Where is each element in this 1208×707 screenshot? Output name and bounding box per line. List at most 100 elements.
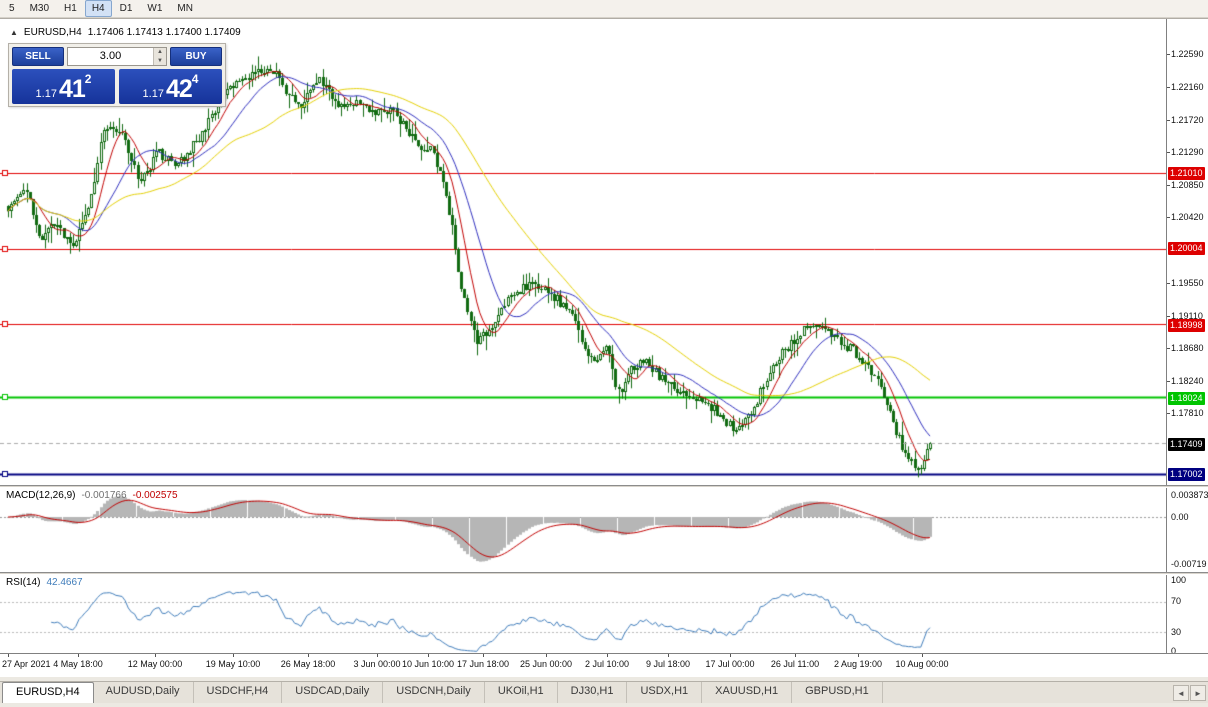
price-level-label: 1.18998 <box>1168 319 1205 332</box>
price-axis-tick: 1.17810 <box>1171 408 1204 418</box>
sell-price-display[interactable]: 1.17 41 2 <box>12 69 115 104</box>
rsi-indicator-canvas[interactable] <box>0 575 1166 653</box>
price-axis-tick-mark <box>1167 348 1170 349</box>
price-axis-tick-mark <box>1167 152 1170 153</box>
price-axis-tick-mark <box>1167 120 1170 121</box>
timeframe-button-mn[interactable]: MN <box>177 3 193 14</box>
chart-tab-gbpusd[interactable]: GBPUSD,H1 <box>792 682 883 703</box>
buy-price-pipette: 4 <box>191 72 199 86</box>
chart-tab-usdcnh[interactable]: USDCNH,Daily <box>383 682 485 703</box>
time-axis-label: 17 Jul 00:00 <box>705 659 755 669</box>
price-axis-tick-mark <box>1167 283 1170 284</box>
time-axis-tick-mark <box>668 654 669 657</box>
chart-symbol-period: EURUSD,H4 <box>23 27 82 38</box>
timeframe-button-h1[interactable]: H1 <box>64 3 77 14</box>
chart-tab-usdcad[interactable]: USDCAD,Daily <box>282 682 384 703</box>
time-axis[interactable]: 27 Apr 2021 4 May 18:00 12 May 00:00 19 May… <box>0 653 1208 677</box>
macd-axis-label: -0.00719 <box>1171 559 1207 569</box>
time-axis-label: 17 Jun 18:00 <box>456 659 510 669</box>
time-axis-tick-mark <box>155 654 156 657</box>
time-axis-tick-mark <box>428 654 429 657</box>
price-axis[interactable]: 1.22590 1.22160 1.21720 1.21290 1.20850 1.204… <box>1166 19 1208 656</box>
price-axis-tick-mark <box>1167 316 1170 317</box>
buy-price-big: 42 <box>165 75 193 103</box>
chart-tab-xauusd[interactable]: XAUUSD,H1 <box>702 682 793 703</box>
time-axis-tick-mark <box>546 654 547 657</box>
timeframe-button-d1[interactable]: D1 <box>119 3 133 14</box>
sell-price-pipette: 2 <box>84 72 92 86</box>
lot-increase-button[interactable]: ▲ <box>154 48 166 57</box>
time-axis-tick-mark <box>795 654 796 657</box>
price-axis-tick: 1.22590 <box>1171 49 1204 59</box>
time-axis-label: 2 Aug 19:00 <box>833 659 883 669</box>
rsi-axis-label: 0 <box>1171 646 1177 656</box>
price-axis-tick-mark <box>1167 185 1170 186</box>
chart-tab-dj30[interactable]: DJ30,H1 <box>558 682 628 703</box>
oct-collapse-icon[interactable]: ▲ <box>10 28 18 37</box>
rsi-axis-label: 30 <box>1171 627 1182 637</box>
timeframe-button-m30[interactable]: M30 <box>29 3 50 14</box>
macd-indicator-canvas[interactable] <box>0 488 1166 572</box>
price-axis-tick: 1.18240 <box>1171 376 1204 386</box>
price-axis-tick-mark <box>1167 381 1170 382</box>
lot-size-value[interactable]: 3.00 <box>99 50 122 62</box>
rsi-label: RSI(14) 42.4667 <box>6 577 83 588</box>
macd-axis-label: 0.00 <box>1171 512 1189 522</box>
panel-splitter-macd[interactable] <box>0 485 1208 488</box>
oct-order-row: SELL 3.00 ▲ ▼ BUY <box>12 47 222 66</box>
timeframe-button-5[interactable]: 5 <box>9 3 15 14</box>
time-axis-tick-mark <box>607 654 608 657</box>
lot-size-field[interactable]: 3.00 ▲ ▼ <box>67 47 167 66</box>
time-axis-tick-mark <box>78 654 79 657</box>
time-axis-label: 27 Apr 2021 <box>2 659 51 669</box>
time-axis-tick-mark <box>922 654 923 657</box>
one-click-trading-panel: SELL 3.00 ▲ ▼ BUY 1.17 41 2 1.17 42 4 <box>8 43 226 107</box>
time-axis-label: 26 Jul 11:00 <box>770 659 820 669</box>
time-axis-label: 10 Jun 10:00 <box>401 659 455 669</box>
panel-splitter-rsi[interactable] <box>0 572 1208 575</box>
price-level-label: 1.21010 <box>1168 167 1205 180</box>
time-axis-label: 3 Jun 00:00 <box>353 659 401 669</box>
chart-tab-ukoil[interactable]: UKOil,H1 <box>485 682 558 703</box>
price-level-label: 1.20004 <box>1168 242 1205 255</box>
chart-tab-usdchf[interactable]: USDCHF,H4 <box>194 682 283 703</box>
price-level-label: 1.17002 <box>1168 468 1205 481</box>
time-axis-tick-mark <box>308 654 309 657</box>
timeframe-button-h4[interactable]: H4 <box>84 0 112 17</box>
chart-tab-eurusd[interactable]: EURUSD,H4 <box>2 682 94 703</box>
rsi-value: 42.4667 <box>46 577 83 588</box>
time-axis-tick-mark <box>8 654 9 657</box>
chart-title: ▲ EURUSD,H4 1.17406 1.17413 1.17400 1.17… <box>10 27 241 38</box>
tab-scroll-left-icon[interactable]: ◄ <box>1173 685 1189 701</box>
time-axis-label: 26 May 18:00 <box>280 659 336 669</box>
lot-decrease-button[interactable]: ▼ <box>154 56 166 65</box>
macd-signal-value: -0.002575 <box>132 490 178 501</box>
price-axis-tick: 1.19110 <box>1171 311 1203 321</box>
chart-tab-audusd[interactable]: AUDUSD,Daily <box>93 682 194 703</box>
time-axis-label: 12 May 00:00 <box>127 659 183 669</box>
price-level-label: 1.17409 <box>1168 438 1205 451</box>
oct-price-row: 1.17 41 2 1.17 42 4 <box>12 69 222 104</box>
price-axis-tick: 1.19550 <box>1171 278 1204 288</box>
tab-scroll-right-icon[interactable]: ► <box>1190 685 1206 701</box>
timeframe-bar: 5 M30 H1 H4 D1 W1 MN <box>0 0 1208 18</box>
macd-main-value: -0.001766 <box>81 490 127 501</box>
chart-tab-usdx[interactable]: USDX,H1 <box>627 682 703 703</box>
lot-spinner: ▲ ▼ <box>153 48 166 65</box>
price-level-label: 1.18024 <box>1168 392 1205 405</box>
timeframe-button-w1[interactable]: W1 <box>147 3 163 14</box>
tab-scroll-buttons: ◄ ► <box>1173 685 1206 701</box>
macd-label: MACD(12,26,9) -0.001766 -0.002575 <box>6 490 178 501</box>
sell-button[interactable]: SELL <box>12 47 64 66</box>
time-axis-tick-mark <box>377 654 378 657</box>
time-axis-label: 25 Jun 00:00 <box>519 659 573 669</box>
time-axis-tick-mark <box>233 654 234 657</box>
price-axis-tick: 1.18680 <box>1171 343 1204 353</box>
buy-price-display[interactable]: 1.17 42 4 <box>119 69 222 104</box>
price-axis-tick: 1.20420 <box>1171 212 1204 222</box>
buy-button[interactable]: BUY <box>170 47 222 66</box>
rsi-axis-label: 100 <box>1171 575 1187 585</box>
time-axis-label: 19 May 10:00 <box>205 659 261 669</box>
price-axis-tick-mark <box>1167 54 1170 55</box>
chart-tab-bar: EURUSD,H4 AUDUSD,Daily USDCHF,H4 USDCAD,Dai… <box>0 681 1208 703</box>
